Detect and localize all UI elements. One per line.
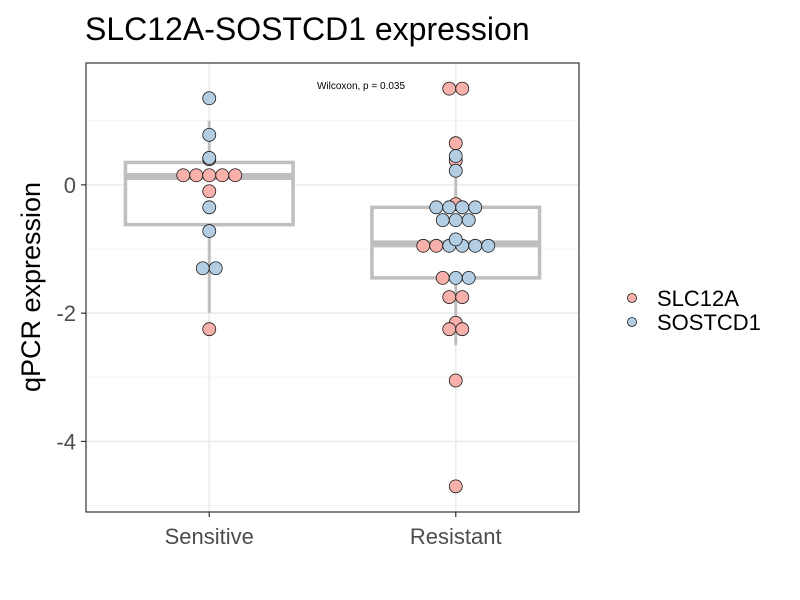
chart-title: SLC12A-SOSTCD1 expression [85,11,530,47]
x-tick-label: Resistant [410,524,502,549]
point-sostcd1 [448,149,463,163]
plot-border [85,62,580,513]
point-sostcd1 [208,261,223,276]
point-slc12a [429,238,444,253]
point-sostcd1 [481,238,496,253]
y-axis-title: qPCR expression [16,182,46,392]
point-slc12a [435,270,450,285]
point-layer [176,81,496,494]
y-tick-label: -2 [56,301,76,326]
point-sostcd1 [448,270,463,285]
point-slc12a [176,168,191,183]
y-axis: 0 -2 -4 [56,173,86,454]
point-slc12a [442,290,457,305]
point-slc12a [448,373,463,388]
point-slc12a [202,184,217,199]
point-sostcd1 [202,91,217,106]
point-slc12a [202,168,217,183]
point-sostcd1 [461,213,476,228]
p-value-annotation: Wilcoxon, p = 0.035 [317,81,406,92]
x-axis: Sensitive Resistant [165,512,502,549]
point-slc12a [215,168,230,183]
point-sostcd1 [442,200,457,215]
point-slc12a [442,322,457,337]
point-slc12a [448,479,463,494]
point-sostcd1 [202,151,217,165]
point-slc12a [228,168,243,183]
legend-label-slc12a: SLC12A [657,286,739,311]
legend-key-sostcd1 [627,317,637,327]
point-sostcd1 [202,127,217,142]
point-sostcd1 [461,270,476,285]
point-sostcd1 [448,232,463,247]
point-sostcd1 [429,200,444,215]
point-sostcd1 [448,163,463,178]
point-sostcd1 [468,200,483,215]
point-sostcd1 [195,261,210,276]
legend-key-slc12a [627,293,637,303]
point-slc12a [455,290,470,305]
point-slc12a [455,322,470,337]
point-sostcd1 [455,200,470,215]
point-slc12a [442,81,457,96]
point-slc12a [202,322,217,337]
y-tick-label: -4 [56,429,76,454]
point-slc12a [448,136,463,151]
point-sostcd1 [435,213,450,228]
plot-panel [86,63,579,512]
legend-label-sostcd1: SOSTCD1 [657,310,761,335]
point-sostcd1 [468,238,483,253]
point-slc12a [455,81,470,96]
x-tick-label: Sensitive [165,524,254,549]
point-slc12a [189,168,204,183]
point-sostcd1 [448,213,463,228]
point-slc12a [416,238,431,253]
point-sostcd1 [202,224,217,238]
point-sostcd1 [202,200,217,215]
y-tick-label: 0 [64,173,76,198]
